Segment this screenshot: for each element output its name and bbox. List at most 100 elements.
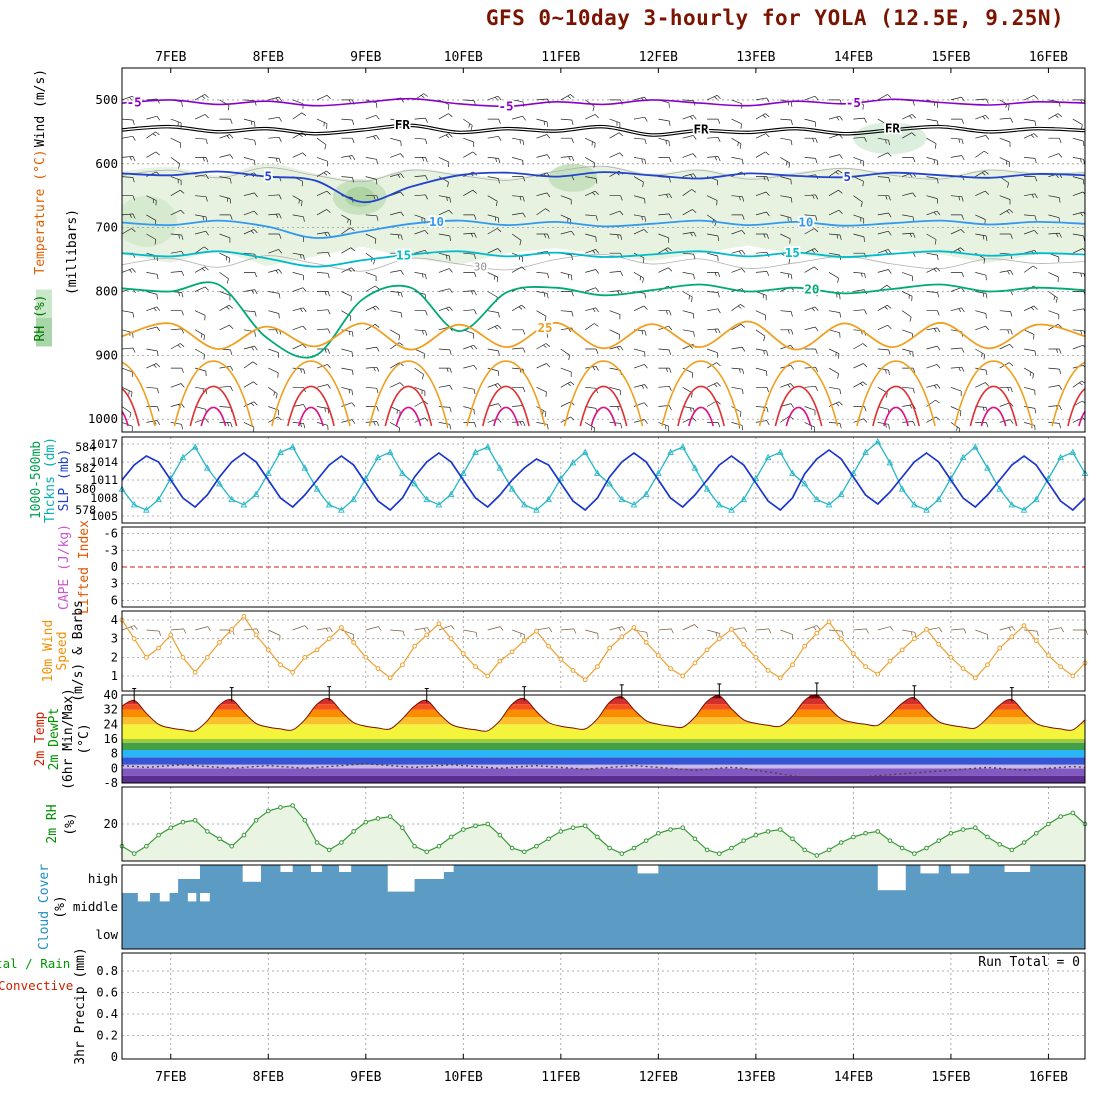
contour-label: -5 [127, 94, 142, 109]
temp-band [122, 739, 1085, 743]
precip-tick: 0.2 [96, 1029, 118, 1043]
date-label-top: 8FEB [253, 50, 284, 65]
contour-label: 20 [804, 282, 819, 297]
date-label-bottom: 11FEB [541, 1070, 580, 1085]
ylabel-wind10m-3: (m/s) & Barbs [71, 600, 86, 702]
contour-label: 15 [785, 245, 800, 260]
thickness-tick: 578 [75, 503, 96, 517]
dewpoint-line [121, 763, 1086, 781]
panel-lifted-index [122, 527, 1085, 607]
ylabel-dewpt2m: 2m DewPt [47, 708, 62, 771]
wind10m-tick: 4 [111, 613, 118, 627]
ylabel-temperature: Temperature (°C) [33, 149, 48, 274]
temp2m-tick: 24 [104, 717, 118, 731]
chart-title: GFS 0~10day 3-hourly for YOLA (12.5E, 9.… [485, 6, 1065, 30]
thickness-line [121, 440, 1086, 511]
temp-band [122, 724, 1085, 740]
panel-slp-thickness [118, 437, 1089, 523]
ylabel-wind10m-1: 10m Wind [41, 620, 56, 683]
date-label-top: 9FEB [350, 50, 381, 65]
panel-upper-air: 30 -5 -5 -5 FR FR FR 5 5 10 10 15 15 20 25 [122, 93, 1085, 432]
contour-label: 5 [844, 169, 852, 184]
panel-temp2m [121, 682, 1086, 783]
contour-label: -5 [846, 95, 861, 110]
panel-clouds [122, 865, 1085, 949]
temp-band [122, 768, 1085, 776]
ylabel-rh2m-pct: (%) [63, 812, 78, 835]
panel-wind10m [119, 611, 1088, 691]
contour-25 [122, 320, 1085, 351]
pressure-tick: 700 [95, 220, 118, 235]
panel-slp-frame [121, 436, 1086, 524]
pressure-tick: 1000 [88, 411, 118, 426]
date-label-bottom: 10FEB [444, 1070, 483, 1085]
panel-rh2m [119, 787, 1088, 861]
rh2m-fill [122, 805, 1085, 861]
contour-label: 5 [265, 169, 273, 184]
wind10m-tick: 1 [111, 669, 118, 683]
precip-tick: 0.4 [96, 1007, 118, 1021]
contour-label: -5 [498, 98, 513, 113]
panel-upper-air-frame [121, 67, 1086, 433]
slp-tick: 1005 [90, 509, 118, 523]
temp-band [122, 757, 1085, 765]
legend-convective: Convective [0, 978, 73, 993]
cloud-row-label: high [88, 871, 118, 886]
date-label-bottom: 9FEB [350, 1070, 381, 1085]
temp-band [122, 709, 1085, 717]
wind10m-tick: 3 [111, 632, 118, 646]
panel-rh2m-frame [121, 786, 1086, 862]
temp-band [122, 775, 1085, 783]
panel-wind10m-frame [121, 610, 1086, 692]
pressure-tick: 500 [95, 92, 118, 107]
precip-tick: 0 [111, 1050, 118, 1064]
temp-band [122, 764, 1085, 769]
ylabel-slp: SLP (mb) [57, 449, 72, 512]
li-tick: 3 [111, 577, 118, 591]
ylabel-cape: CAPE (J/kg) [57, 524, 72, 610]
slp-tick: 1011 [90, 473, 118, 487]
rh2m-tick: 20 [104, 817, 118, 831]
temp-band [122, 750, 1085, 758]
temp2m-tick: -8 [104, 776, 118, 790]
precip-tick: 0.8 [96, 964, 118, 978]
date-label-bottom: 7FEB [155, 1070, 186, 1085]
cloud-row-label: middle [73, 899, 118, 914]
temp2m-tick: 40 [104, 688, 118, 702]
date-label-top: 10FEB [444, 50, 483, 65]
precip-tick: 0.6 [96, 986, 118, 1000]
pressure-tick: 900 [95, 347, 118, 362]
ylabel-temp2m: 2m Temp [33, 711, 48, 766]
date-label-bottom: 12FEB [639, 1070, 678, 1085]
date-label-bottom: 13FEB [736, 1070, 775, 1085]
temp-band [122, 695, 1085, 699]
date-label-bottom: 8FEB [253, 1070, 284, 1085]
ylabel-cloud-pct: (%) [53, 895, 68, 918]
contour-label: 30 [474, 261, 487, 274]
wind10m-tick: 2 [111, 650, 118, 664]
ylabel-cloud: Cloud Cover [37, 864, 52, 950]
contour-10 [122, 219, 1085, 239]
contour-label: 10 [429, 214, 444, 229]
cloud-row-label: low [95, 927, 118, 942]
contour-label: 10 [798, 215, 813, 230]
pressure-tick: 800 [95, 284, 118, 299]
date-label-top: 12FEB [639, 50, 678, 65]
temp-band [122, 717, 1085, 725]
li-tick: 0 [111, 560, 118, 574]
temp-band [122, 698, 1085, 705]
contour-15 [122, 250, 1085, 268]
ylabel-thickness-1: 1000-500mb [29, 441, 44, 519]
run-total-label: Run Total = 0 [978, 955, 1080, 970]
date-label-top: 15FEB [931, 50, 970, 65]
panel-li-frame [121, 526, 1086, 608]
legend-total-rain: Total / Rain [0, 956, 70, 971]
thickness-tick: 582 [75, 461, 96, 475]
li-tick: -6 [104, 527, 118, 541]
contour-label: 15 [396, 247, 411, 262]
contour-label: FR [395, 117, 411, 132]
date-label-bottom: 14FEB [834, 1070, 873, 1085]
slp-tick: 1014 [90, 455, 118, 469]
